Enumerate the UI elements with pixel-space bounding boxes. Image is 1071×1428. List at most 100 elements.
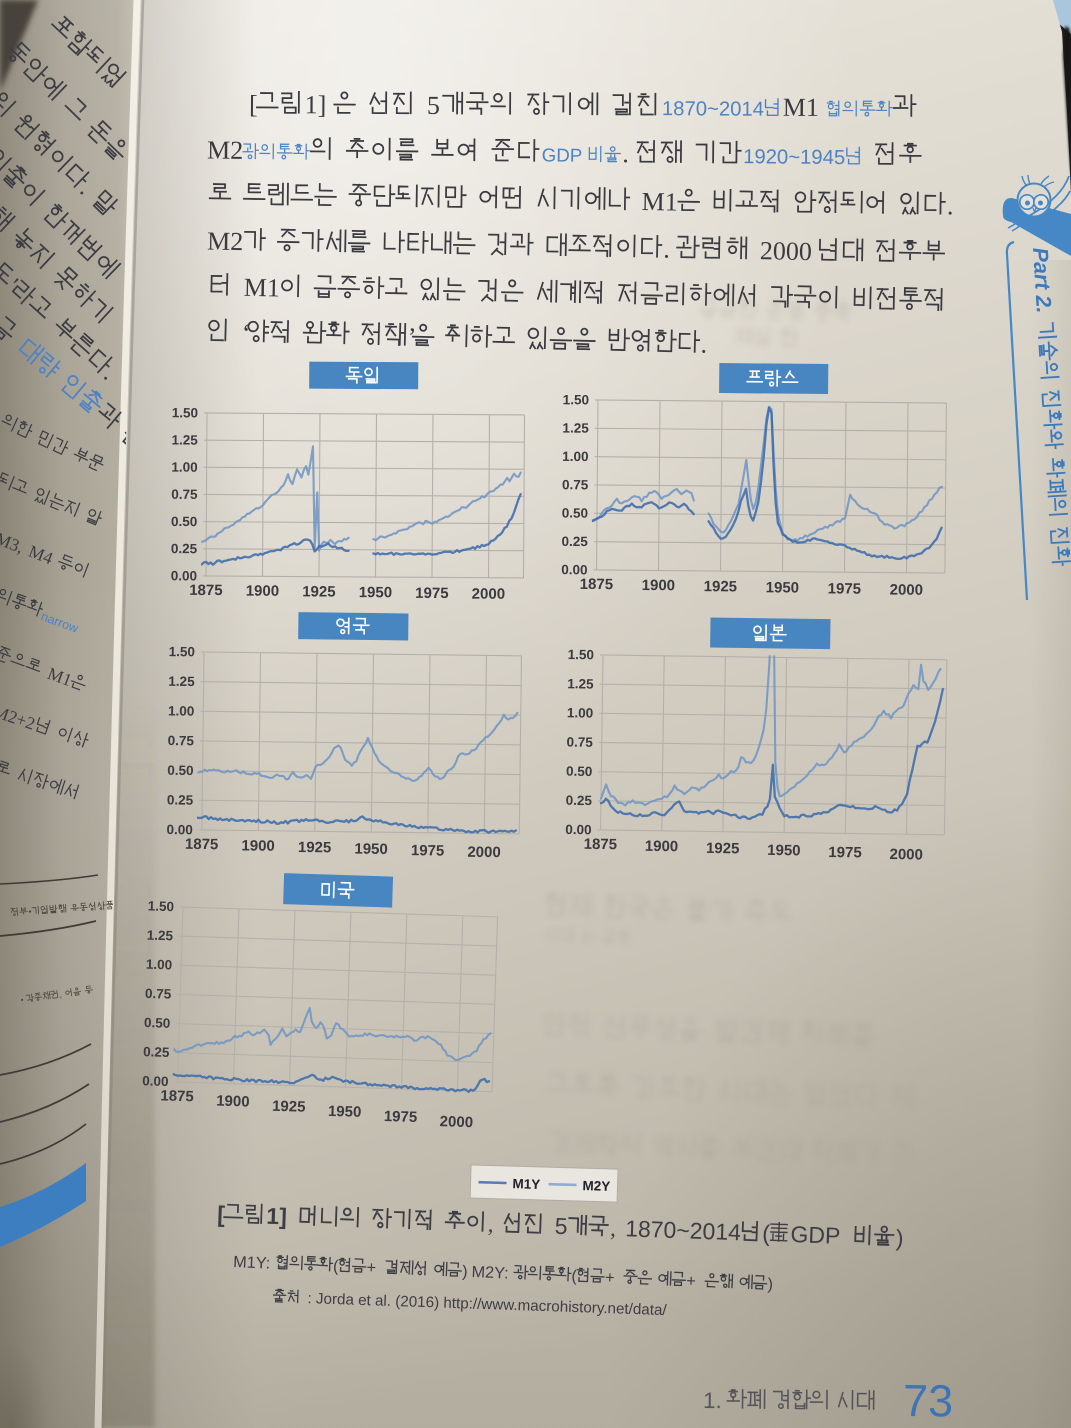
svg-text:73: 73 bbox=[903, 1375, 954, 1426]
svg-text:1900: 1900 bbox=[642, 577, 676, 594]
svg-text:1950: 1950 bbox=[354, 841, 388, 858]
svg-text:1.50: 1.50 bbox=[169, 644, 195, 659]
svg-text:1900: 1900 bbox=[241, 837, 275, 854]
svg-text:0.50: 0.50 bbox=[167, 763, 193, 778]
svg-text:0.75: 0.75 bbox=[145, 986, 172, 1002]
svg-text:1975: 1975 bbox=[415, 585, 448, 602]
svg-text:1975: 1975 bbox=[828, 844, 862, 861]
svg-text:0.00: 0.00 bbox=[561, 562, 587, 577]
svg-text:0.75: 0.75 bbox=[168, 733, 195, 748]
svg-text:1.00: 1.00 bbox=[171, 460, 197, 475]
svg-text:GDP: GDP bbox=[542, 144, 583, 165]
svg-text:1875: 1875 bbox=[580, 576, 614, 593]
svg-text:1925: 1925 bbox=[302, 583, 335, 600]
svg-text:1.00: 1.00 bbox=[168, 703, 194, 718]
svg-text:1920~1945: 1920~1945 bbox=[743, 146, 845, 169]
svg-text:1975: 1975 bbox=[828, 580, 862, 597]
svg-text:M2: M2 bbox=[207, 136, 243, 165]
svg-text:M1: M1 bbox=[783, 93, 819, 122]
svg-text:+: + bbox=[605, 1269, 615, 1287]
svg-text:.: . bbox=[700, 330, 707, 359]
svg-text:+: + bbox=[366, 1259, 376, 1277]
svg-text:0.50: 0.50 bbox=[144, 1015, 171, 1031]
svg-text:M1: M1 bbox=[243, 273, 280, 303]
svg-text:1875: 1875 bbox=[185, 836, 219, 853]
svg-text:M2: M2 bbox=[207, 227, 244, 257]
svg-text:1870~2014: 1870~2014 bbox=[625, 1215, 742, 1245]
svg-text:.: . bbox=[947, 191, 954, 220]
svg-text:1.50: 1.50 bbox=[148, 898, 175, 914]
svg-text:,: , bbox=[610, 1216, 617, 1241]
svg-text:1.50: 1.50 bbox=[563, 392, 589, 407]
svg-text:): ) bbox=[895, 1225, 904, 1251]
svg-text:1.00: 1.00 bbox=[146, 957, 173, 973]
svg-text:1900: 1900 bbox=[645, 838, 679, 855]
svg-text:0.00: 0.00 bbox=[171, 568, 197, 583]
svg-text:M2Y: M2Y bbox=[582, 1178, 610, 1194]
svg-text:0.00: 0.00 bbox=[142, 1073, 169, 1089]
svg-text:1875: 1875 bbox=[160, 1087, 194, 1105]
svg-text:1950: 1950 bbox=[767, 842, 801, 859]
svg-text:2000: 2000 bbox=[439, 1113, 473, 1131]
svg-text:(: ( bbox=[333, 1257, 340, 1275]
svg-text:2000: 2000 bbox=[890, 582, 924, 599]
svg-text:5: 5 bbox=[427, 91, 440, 120]
svg-text:1925: 1925 bbox=[298, 839, 332, 856]
svg-text:•: • bbox=[28, 908, 32, 918]
svg-text:1925: 1925 bbox=[272, 1098, 306, 1116]
svg-text:0.25: 0.25 bbox=[566, 793, 593, 808]
svg-text:1.00: 1.00 bbox=[562, 449, 588, 464]
svg-text:1950: 1950 bbox=[328, 1103, 362, 1121]
svg-text:•: • bbox=[20, 995, 25, 1005]
svg-text:1950: 1950 bbox=[766, 579, 800, 596]
svg-text:0.25: 0.25 bbox=[171, 541, 198, 556]
svg-text:0.00: 0.00 bbox=[166, 822, 192, 837]
svg-text:M1: M1 bbox=[641, 187, 678, 217]
svg-text:1875: 1875 bbox=[189, 582, 222, 599]
svg-text:): ) bbox=[767, 1275, 773, 1293]
svg-text:1900: 1900 bbox=[216, 1093, 250, 1111]
svg-text:(: ( bbox=[571, 1267, 578, 1285]
svg-text:GDP: GDP bbox=[790, 1221, 841, 1249]
svg-text:2000: 2000 bbox=[472, 586, 505, 603]
svg-text:‘: ‘ bbox=[241, 318, 250, 347]
svg-text:1]: 1] bbox=[266, 1203, 287, 1230]
svg-text:1.25: 1.25 bbox=[147, 928, 174, 944]
svg-text:[: [ bbox=[217, 1201, 226, 1227]
svg-text:1925: 1925 bbox=[706, 840, 740, 857]
svg-text:2000: 2000 bbox=[889, 846, 923, 863]
svg-text:(: ( bbox=[762, 1220, 771, 1246]
svg-text:1975: 1975 bbox=[411, 842, 445, 859]
svg-text:.: . bbox=[663, 234, 670, 263]
svg-text:0.00: 0.00 bbox=[565, 822, 591, 837]
svg-text:1]: 1] bbox=[305, 90, 327, 119]
svg-text:1.00: 1.00 bbox=[567, 705, 593, 720]
svg-text:1925: 1925 bbox=[704, 578, 738, 595]
svg-text:Part 2.: Part 2. bbox=[1028, 247, 1056, 314]
svg-text:’: ’ bbox=[407, 322, 416, 351]
svg-text:2000: 2000 bbox=[760, 236, 812, 266]
svg-text:,: , bbox=[487, 1211, 494, 1236]
svg-text:1.25: 1.25 bbox=[168, 674, 195, 689]
svg-text:M1Y:: M1Y: bbox=[233, 1253, 271, 1273]
svg-text:0.75: 0.75 bbox=[566, 734, 593, 749]
svg-text:1.25: 1.25 bbox=[562, 420, 589, 435]
svg-text:0.50: 0.50 bbox=[566, 764, 592, 779]
svg-text:M2Y:: M2Y: bbox=[471, 1263, 509, 1283]
svg-text:0.75: 0.75 bbox=[171, 487, 198, 502]
svg-text:0.75: 0.75 bbox=[562, 477, 589, 492]
svg-text:): ) bbox=[462, 1263, 468, 1281]
svg-text:5: 5 bbox=[554, 1213, 568, 1239]
svg-text:1.: 1. bbox=[703, 1388, 722, 1413]
svg-text:0.25: 0.25 bbox=[143, 1044, 170, 1060]
svg-text:2000: 2000 bbox=[467, 844, 501, 861]
svg-text:M1Y: M1Y bbox=[512, 1176, 540, 1192]
svg-text:0.50: 0.50 bbox=[171, 514, 197, 529]
svg-text:1.25: 1.25 bbox=[567, 676, 594, 691]
svg-text:.: . bbox=[622, 139, 629, 168]
svg-text:0.25: 0.25 bbox=[167, 792, 194, 807]
svg-text:[: [ bbox=[249, 90, 258, 119]
svg-text:,: , bbox=[59, 989, 63, 999]
svg-text:1.25: 1.25 bbox=[172, 432, 199, 447]
svg-text:1.50: 1.50 bbox=[568, 647, 594, 662]
